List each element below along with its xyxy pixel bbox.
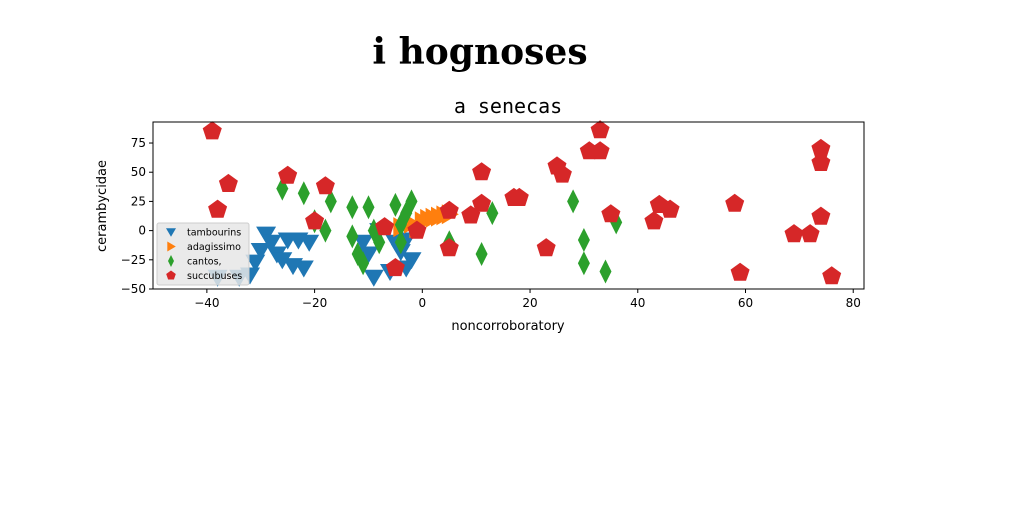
scatter-point xyxy=(324,189,337,214)
scatter-point xyxy=(401,252,422,270)
scatter-point xyxy=(577,228,590,252)
scatter-point xyxy=(299,234,320,252)
y-tick-label: 75 xyxy=(131,136,146,150)
scatter-point xyxy=(293,260,314,278)
scatter-point xyxy=(373,230,386,255)
scatter-point xyxy=(730,262,750,281)
y-tick-label: 50 xyxy=(131,165,146,179)
scatter-point xyxy=(660,199,680,218)
scatter-point xyxy=(599,259,612,284)
scatter-point xyxy=(357,251,370,276)
scatter-point xyxy=(725,193,745,212)
legend-label: adagissimo xyxy=(187,242,241,253)
scatter-point xyxy=(385,258,405,277)
series-succubuses xyxy=(202,120,842,285)
scatter-point xyxy=(590,141,610,160)
scatter-point xyxy=(375,217,395,236)
scatter-point xyxy=(590,120,610,139)
y-tick-label: 25 xyxy=(131,194,146,208)
scatter-point xyxy=(297,181,310,206)
series-cantos xyxy=(276,176,623,284)
legend-marker xyxy=(167,241,176,252)
scatter-point xyxy=(784,224,804,243)
y-tick-label: −25 xyxy=(121,253,146,267)
x-tick-label: 60 xyxy=(738,296,753,310)
scatter-point xyxy=(811,206,831,225)
x-tick-label: 40 xyxy=(630,296,645,310)
scatter-point xyxy=(486,201,499,226)
scatter-point xyxy=(305,211,325,230)
scatter-point xyxy=(208,199,228,218)
scatter-point xyxy=(315,176,335,195)
scatter-point xyxy=(439,200,459,219)
scatter-point xyxy=(218,173,238,192)
scatter-point xyxy=(363,269,384,287)
scatter-point xyxy=(822,266,842,285)
y-tick-label: 0 xyxy=(138,224,146,238)
scatter-point xyxy=(567,189,580,214)
scatter-point xyxy=(509,187,529,206)
x-tick-label: 80 xyxy=(846,296,861,310)
scatter-points xyxy=(202,120,842,287)
scatter-point xyxy=(800,224,820,243)
y-axis-label: cerambycidae xyxy=(95,160,110,252)
x-axis-label: noncorroboratory xyxy=(451,319,565,334)
x-tick-label: −40 xyxy=(194,296,219,310)
x-tick-label: 0 xyxy=(418,296,426,310)
scatter-point xyxy=(278,165,298,184)
legend-marker xyxy=(166,270,176,280)
scatter-point xyxy=(601,204,621,223)
scatter-point xyxy=(389,192,402,217)
scatter-point xyxy=(250,243,271,260)
scatter-point xyxy=(394,230,407,255)
scatter-point xyxy=(346,195,359,220)
scatter-point xyxy=(439,238,459,257)
x-tick-label: −20 xyxy=(302,296,327,310)
legend-box xyxy=(156,222,250,286)
scatter-point xyxy=(811,152,831,171)
scatter-point xyxy=(644,211,664,230)
legend: tambourins adagissimo cantos, succubuses xyxy=(156,222,250,286)
scatter-point xyxy=(552,164,572,183)
scatter-point xyxy=(272,252,293,270)
scatter-point xyxy=(353,234,374,252)
scatter-point xyxy=(202,121,222,140)
legend-label: cantos, xyxy=(187,257,222,268)
scatter-point xyxy=(346,224,359,249)
plot-area xyxy=(152,121,865,290)
y-tick-label: −50 xyxy=(121,282,146,296)
x-tick-label: 20 xyxy=(522,296,537,310)
scatter-point xyxy=(577,251,590,276)
scatter-point xyxy=(475,242,488,266)
scatter-point xyxy=(261,234,282,252)
legend-marker xyxy=(166,228,176,237)
scatter-point xyxy=(407,220,427,239)
scatter-point xyxy=(405,189,418,214)
scatter-point xyxy=(536,238,556,257)
legend-label: tambourins xyxy=(187,228,241,239)
scatter-point xyxy=(472,193,492,212)
axes-title: a senecas xyxy=(454,94,562,118)
tick-group: −40 −20 0 20 40 60 80 −50 −25 0 25 50 75 xyxy=(121,136,861,310)
scatter-point xyxy=(472,162,492,181)
scatter-point xyxy=(811,138,831,157)
legend-marker xyxy=(168,255,174,267)
figure-suptitle: i hognoses xyxy=(372,31,587,73)
scatter-point xyxy=(362,195,375,220)
scatter-point xyxy=(319,218,332,243)
legend-label: succubuses xyxy=(187,271,242,282)
